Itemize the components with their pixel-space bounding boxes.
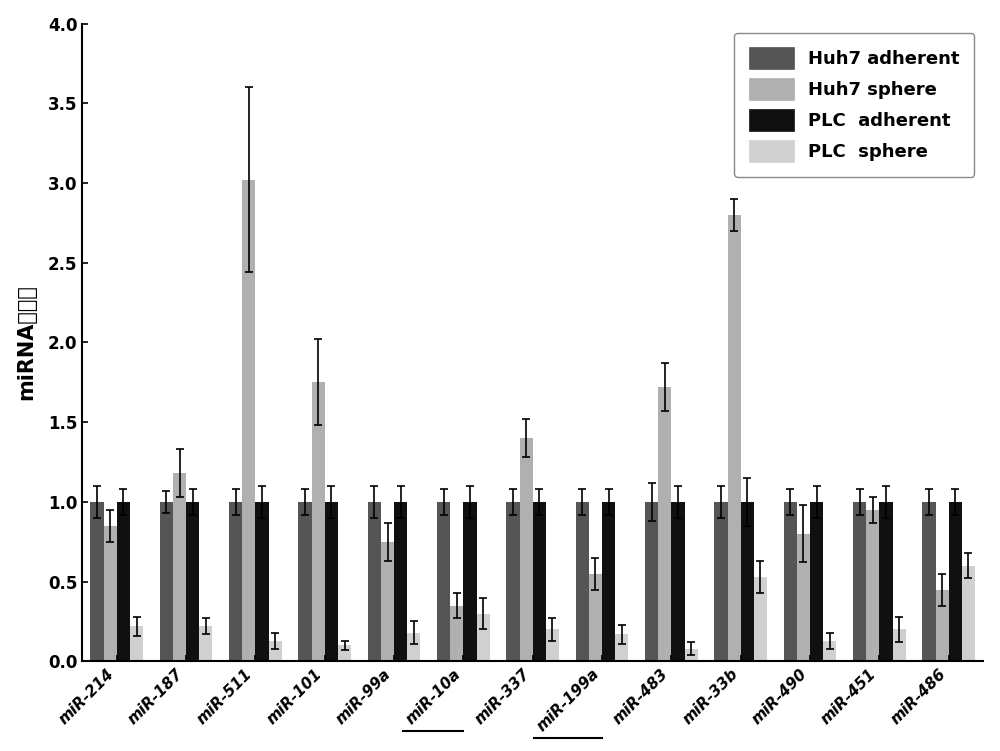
Bar (823, 641, 836, 662)
Bar (298, 502, 312, 662)
Bar (104, 526, 117, 662)
Bar (754, 577, 767, 662)
Bar (173, 473, 186, 662)
Bar (394, 502, 407, 662)
Bar (242, 180, 255, 662)
Bar (160, 502, 173, 662)
Bar (922, 502, 936, 662)
Bar (186, 502, 199, 662)
Bar (506, 502, 520, 662)
Bar (90, 502, 104, 662)
Bar (589, 574, 602, 662)
Bar (879, 502, 893, 662)
Bar (255, 502, 269, 662)
Y-axis label: miRNA表达量: miRNA表达量 (17, 285, 37, 400)
Bar (853, 502, 866, 662)
Bar (477, 614, 490, 662)
Bar (615, 635, 628, 662)
Bar (546, 629, 559, 662)
Bar (810, 502, 823, 662)
Bar (199, 626, 212, 662)
Bar (741, 502, 754, 662)
Bar (645, 502, 658, 662)
Bar (936, 590, 949, 662)
Bar (437, 502, 450, 662)
Bar (269, 641, 282, 662)
Bar (728, 215, 741, 662)
Bar (407, 632, 420, 662)
Bar (685, 649, 698, 662)
Bar (325, 502, 338, 662)
Bar (450, 605, 463, 662)
Legend: Huh7 adherent, Huh7 sphere, PLC  adherent, PLC  sphere: Huh7 adherent, Huh7 sphere, PLC adherent… (734, 33, 974, 176)
Bar (229, 502, 242, 662)
Bar (117, 502, 130, 662)
Bar (784, 502, 797, 662)
Bar (797, 534, 810, 662)
Bar (368, 502, 381, 662)
Bar (576, 502, 589, 662)
Bar (130, 626, 143, 662)
Bar (381, 541, 394, 662)
Bar (520, 438, 533, 662)
Bar (893, 629, 906, 662)
Bar (533, 502, 546, 662)
Bar (866, 510, 879, 662)
Bar (671, 502, 685, 662)
Bar (714, 502, 728, 662)
Bar (658, 387, 671, 662)
Bar (463, 502, 477, 662)
Bar (962, 566, 975, 662)
Bar (602, 502, 615, 662)
Bar (949, 502, 962, 662)
Bar (338, 645, 351, 662)
Bar (312, 382, 325, 662)
